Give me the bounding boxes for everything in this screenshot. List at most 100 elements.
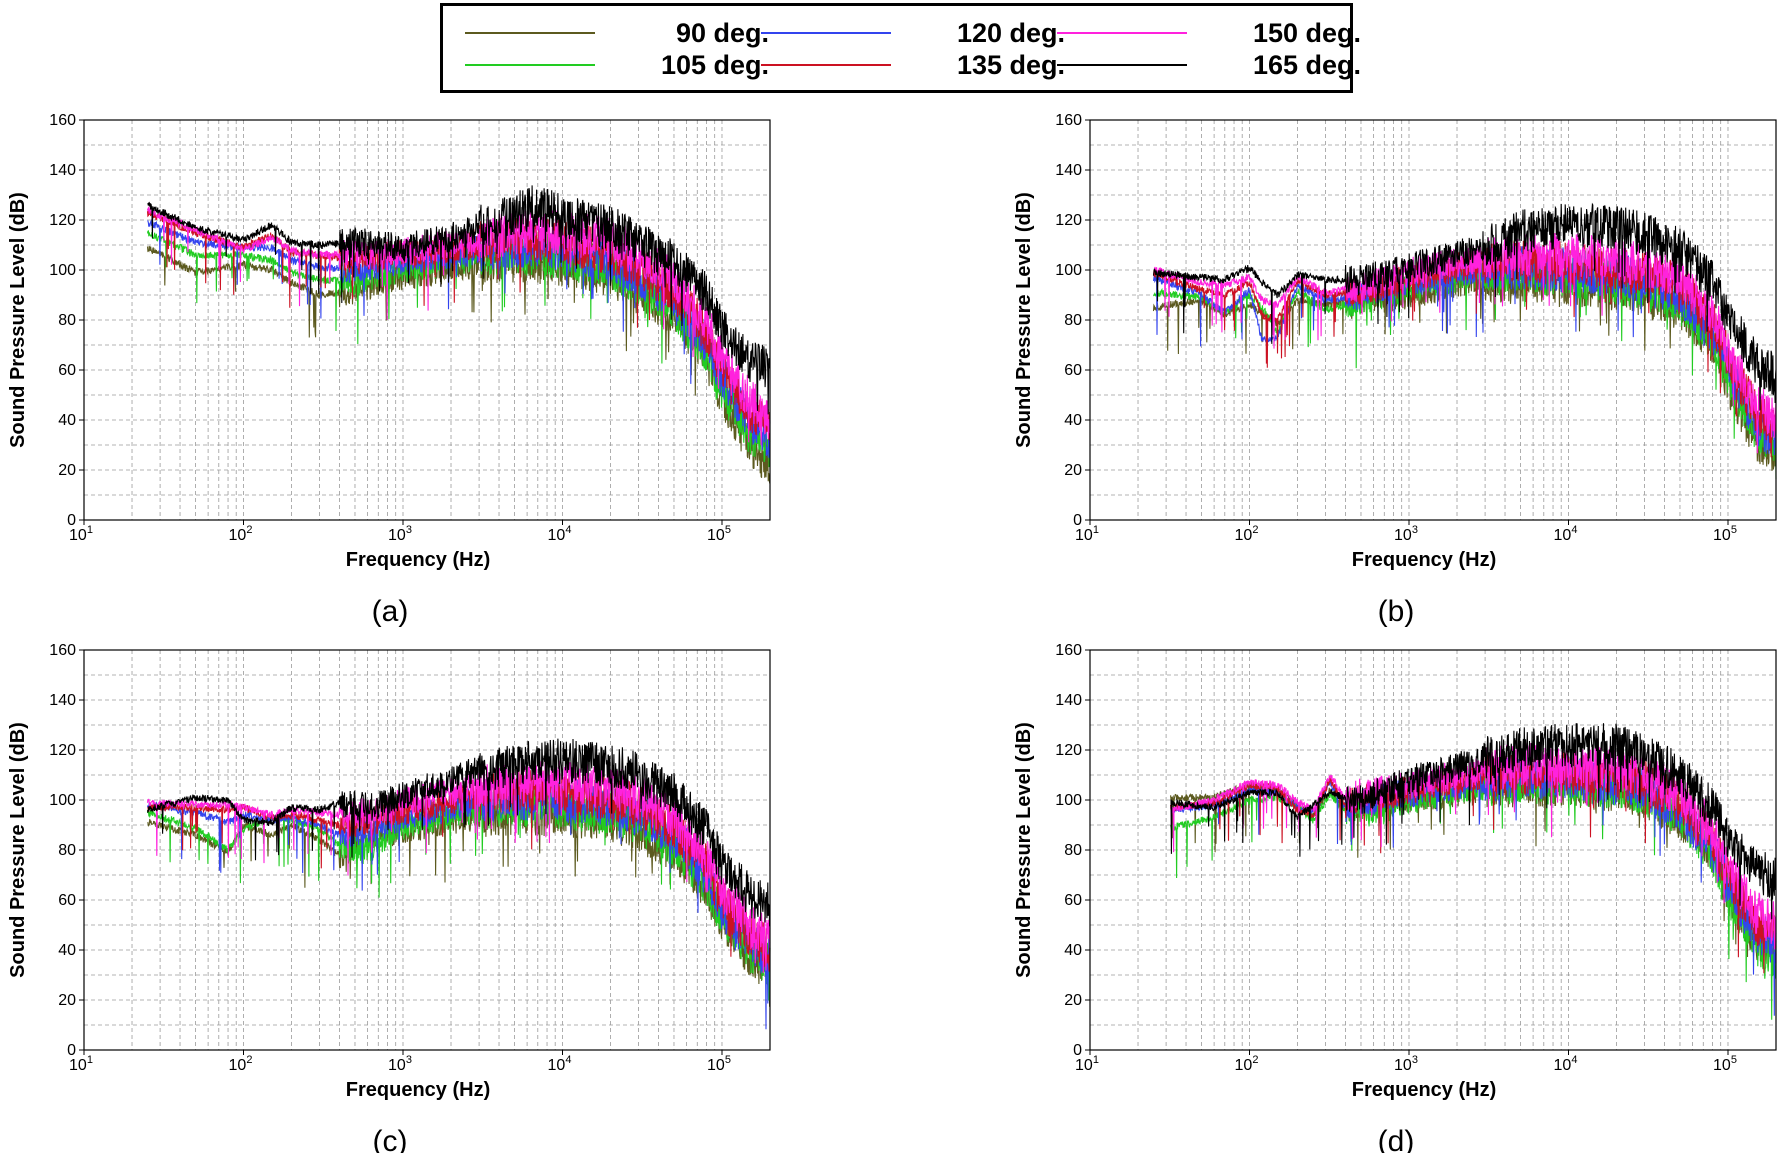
legend-swatch	[761, 64, 891, 66]
x-tick-label: 101	[69, 524, 93, 544]
legend-swatch	[1057, 64, 1187, 66]
y-tick-label: 140	[1055, 692, 1082, 709]
x-tick-label: 104	[548, 524, 572, 544]
y-tick-label: 140	[1055, 162, 1082, 179]
x-tick-label: 102	[229, 1054, 253, 1074]
y-tick-label: 60	[58, 892, 76, 909]
y-tick-label: 120	[1055, 212, 1082, 229]
y-tick-label: 60	[1064, 362, 1082, 379]
series-line-105-deg	[146, 783, 771, 1001]
y-tick-label: 100	[49, 792, 76, 809]
y-axis: 0 20 40 60 80 100 120 140 160	[49, 112, 84, 529]
legend-entry: 165 deg.	[1057, 48, 1361, 82]
y-tick-label: 60	[1064, 892, 1082, 909]
y-tick-label: 20	[58, 462, 76, 479]
y-tick-label: 80	[58, 842, 76, 859]
y-axis-title: Sound Pressure Level (dB)	[7, 192, 29, 448]
y-tick-label: 100	[1055, 792, 1082, 809]
legend-label: 120 deg.	[956, 17, 1065, 48]
x-axis: 101 102 103 104 105	[69, 520, 731, 544]
x-tick-label: 101	[1075, 1054, 1099, 1074]
x-axis-title: Frequency (Hz)	[1352, 1079, 1496, 1101]
x-tick-label: 104	[548, 1054, 572, 1074]
x-axis: 101 102 103 104 105	[1075, 1050, 1737, 1074]
y-axis: 0 20 40 60 80 100 120 140 160	[1055, 642, 1090, 1059]
y-tick-label: 0	[1073, 1042, 1082, 1059]
y-tick-label: 120	[49, 742, 76, 759]
y-tick-label: 40	[1064, 412, 1082, 429]
series-line-150-deg	[1170, 742, 1777, 950]
legend-entry: 120 deg.	[761, 16, 1065, 50]
series-group	[1152, 202, 1777, 480]
y-tick-label: 120	[49, 212, 76, 229]
panel-caption: (c)	[373, 1125, 408, 1153]
y-axis-title: Sound Pressure Level (dB)	[7, 722, 29, 978]
panel-caption: (d)	[1378, 1125, 1415, 1153]
y-tick-label: 160	[49, 112, 76, 129]
y-tick-label: 100	[1055, 262, 1082, 279]
x-tick-label: 105	[1713, 1054, 1737, 1074]
x-tick-label: 104	[1554, 1054, 1578, 1074]
legend-swatch	[465, 32, 595, 34]
series-line-165-deg	[1152, 202, 1777, 411]
legend-entry: 135 deg.	[761, 48, 1065, 82]
series-group	[146, 185, 771, 484]
series-line-165-deg	[147, 185, 771, 415]
series-group	[146, 738, 771, 1030]
panel-caption: (b)	[1378, 595, 1415, 628]
panel-caption: (a)	[372, 595, 409, 628]
legend-label: 135 deg.	[956, 49, 1065, 80]
series-line-150-deg	[146, 205, 771, 446]
y-tick-label: 120	[1055, 742, 1082, 759]
x-axis-title: Frequency (Hz)	[1352, 549, 1496, 571]
y-axis: 0 20 40 60 80 100 120 140 160	[1055, 112, 1090, 529]
y-tick-label: 0	[67, 512, 76, 529]
x-tick-label: 102	[1235, 524, 1259, 544]
x-tick-label: 103	[1394, 524, 1418, 544]
series-line-90-deg	[146, 238, 771, 484]
y-tick-label: 100	[49, 262, 76, 279]
x-axis-title: Frequency (Hz)	[346, 1079, 490, 1101]
x-tick-label: 102	[229, 524, 253, 544]
y-tick-label: 20	[1064, 462, 1082, 479]
legend-label: 105 deg.	[660, 49, 769, 80]
x-tick-label: 101	[69, 1054, 93, 1074]
x-tick-label: 103	[388, 1054, 412, 1074]
x-tick-label: 104	[1554, 524, 1578, 544]
legend-label: 90 deg.	[675, 17, 769, 48]
grid	[1089, 649, 1777, 1051]
y-tick-label: 140	[49, 162, 76, 179]
x-axis-title: Frequency (Hz)	[346, 549, 490, 571]
y-tick-label: 40	[58, 942, 76, 959]
x-tick-label: 101	[1075, 524, 1099, 544]
y-tick-label: 20	[1064, 992, 1082, 1009]
legend-entry: 90 deg.	[465, 16, 769, 50]
legend-swatch	[1057, 32, 1187, 34]
x-tick-label: 105	[707, 1054, 731, 1074]
y-tick-label: 40	[1064, 942, 1082, 959]
x-tick-label: 103	[388, 524, 412, 544]
legend-entry: 150 deg.	[1057, 16, 1361, 50]
y-tick-label: 140	[49, 692, 76, 709]
y-axis-title: Sound Pressure Level (dB)	[1013, 722, 1035, 978]
y-axis-title: Sound Pressure Level (dB)	[1013, 192, 1035, 448]
legend-label: 150 deg.	[1252, 17, 1361, 48]
y-tick-label: 80	[1064, 842, 1082, 859]
y-axis: 0 20 40 60 80 100 120 140 160	[49, 642, 84, 1059]
series-line-165-deg	[1170, 723, 1777, 920]
y-tick-label: 60	[58, 362, 76, 379]
x-tick-label: 102	[1235, 1054, 1259, 1074]
x-tick-label: 105	[1713, 524, 1737, 544]
series-line-165-deg	[146, 738, 771, 927]
y-tick-label: 160	[1055, 642, 1082, 659]
y-tick-label: 80	[1064, 312, 1082, 329]
y-tick-label: 0	[1073, 512, 1082, 529]
x-axis: 101 102 103 104 105	[1075, 520, 1737, 544]
legend-swatch	[465, 64, 595, 66]
y-tick-label: 160	[49, 642, 76, 659]
y-tick-label: 160	[1055, 112, 1082, 129]
